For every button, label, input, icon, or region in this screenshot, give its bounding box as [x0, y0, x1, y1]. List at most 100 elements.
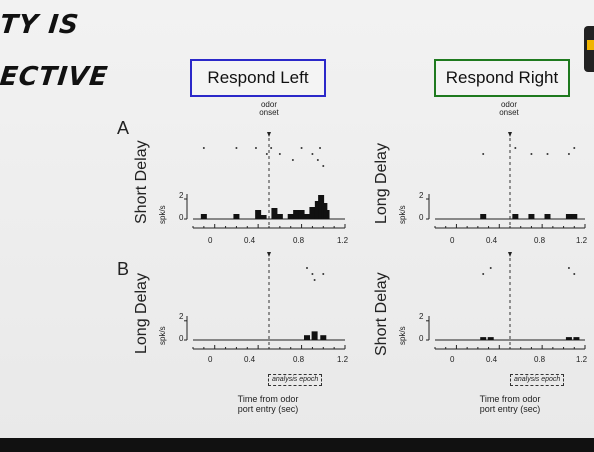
psth-bar	[528, 214, 535, 219]
xtick-a-right-2: 0.8	[534, 236, 546, 245]
raster-spike	[278, 153, 281, 155]
raster-spike	[573, 147, 576, 149]
raster-spike	[567, 153, 570, 155]
raster-spike	[530, 153, 533, 155]
xtick-a-left-2: 0.8	[293, 236, 305, 245]
raster-spike	[254, 147, 257, 149]
psth-bar	[320, 335, 327, 340]
raster-spike	[270, 147, 273, 149]
psth-bar	[571, 214, 578, 219]
xtick-b-right-0: 0	[450, 355, 455, 364]
analysis-epoch-right: analysis epoch	[510, 374, 565, 386]
raster-spike	[322, 273, 325, 275]
raster-spike	[235, 147, 238, 149]
psth-bar	[323, 210, 330, 219]
raster-spike	[482, 273, 485, 275]
psth-bar	[480, 214, 487, 219]
slide: TY IS ECTIVE Respond Left Respond Right …	[0, 0, 594, 438]
psth-plots	[184, 132, 586, 350]
corner-tab-icon	[584, 26, 594, 72]
psth-bar	[512, 214, 519, 219]
respond-left-box: Respond Left	[190, 59, 326, 97]
raster-spike	[300, 147, 303, 149]
raster-spike	[291, 159, 294, 161]
row-letter-b: B	[117, 259, 130, 279]
psth-bar	[309, 207, 316, 219]
xtick-b-right-2: 0.8	[534, 355, 546, 364]
ytick-2-a-left: 2	[179, 191, 184, 200]
psth-bar	[314, 201, 321, 219]
psth-bar	[487, 337, 494, 340]
ytick-2-a-right: 2	[419, 191, 424, 200]
psth-bar	[573, 337, 580, 340]
xtick-a-right-3: 1.2	[576, 236, 588, 245]
psth-bar	[287, 214, 294, 219]
xtick-b-left-3: 1.2	[337, 355, 349, 364]
odor-onset-arrow-icon	[267, 252, 271, 257]
odor-onset-label-right: odor onset	[489, 101, 529, 117]
x-axis-title-right: Time from odor port entry (sec)	[455, 394, 565, 414]
x-title-line2: port entry (sec)	[479, 404, 541, 414]
video-bottom-bar	[0, 438, 594, 452]
raster-spike	[322, 165, 325, 167]
psth-bar	[565, 337, 572, 340]
odor-onset-arrow-icon	[508, 252, 512, 257]
raster-spike	[489, 267, 492, 269]
raster-spike	[311, 153, 314, 155]
xtick-b-right-3: 1.2	[576, 355, 588, 364]
raster-spike	[319, 147, 322, 149]
odor-onset-label-left: odor onset	[249, 101, 289, 117]
odor-onset-word1: odor	[260, 100, 277, 109]
ytick-0-b-left: 0	[179, 334, 184, 343]
raster-spike	[313, 279, 316, 281]
raster-spike	[265, 153, 268, 155]
psth-bar	[293, 210, 300, 219]
raster-spike	[202, 147, 205, 149]
raster-spike	[311, 273, 314, 275]
xtick-a-right-0: 0	[450, 236, 455, 245]
psth-bar	[298, 210, 305, 219]
ytick-0-a-left: 0	[179, 213, 184, 222]
psth-bar	[233, 214, 240, 219]
psth-bar	[255, 210, 262, 219]
raster-spike	[316, 159, 319, 161]
odor-onset-word2: onset	[499, 108, 519, 117]
ytick-2-b-right: 2	[419, 312, 424, 321]
odor-onset-word2: onset	[259, 108, 279, 117]
x-title-line2: port entry (sec)	[237, 404, 299, 414]
xtick-b-right-1: 0.4	[486, 355, 498, 364]
psth-bar	[304, 214, 310, 219]
x-title-line1: Time from odor	[237, 394, 299, 404]
xtick-b-left-1: 0.4	[244, 355, 256, 364]
psth-bar	[311, 331, 318, 340]
respond-right-box: Respond Right	[434, 59, 570, 97]
psth-bar	[200, 214, 207, 219]
raster-spike	[306, 267, 308, 269]
xtick-a-left-3: 1.2	[337, 236, 349, 245]
xtick-a-left-0: 0	[208, 236, 213, 245]
psth-bar	[260, 215, 267, 219]
raster-spike	[482, 153, 485, 155]
psth-bar	[304, 335, 310, 340]
xtick-b-left-2: 0.8	[293, 355, 305, 364]
psth-bar	[276, 214, 283, 219]
ytick-0-b-right: 0	[419, 334, 424, 343]
raster-spike	[546, 153, 549, 155]
raster-spike	[567, 267, 570, 269]
odor-onset-arrow-icon	[267, 132, 271, 137]
xtick-a-left-1: 0.4	[244, 236, 256, 245]
row-letter-a: A	[117, 118, 130, 138]
odor-onset-arrow-icon	[508, 132, 512, 137]
ytick-0-a-right: 0	[419, 213, 424, 222]
psth-bar	[318, 195, 325, 219]
psth-bar	[565, 214, 572, 219]
raster-spike	[514, 147, 517, 149]
xtick-a-right-1: 0.4	[486, 236, 498, 245]
analysis-epoch-left: analysis epoch	[268, 374, 323, 386]
x-axis-title-left: Time from odor port entry (sec)	[213, 394, 323, 414]
raster-spike	[573, 273, 576, 275]
psth-bar	[271, 208, 278, 219]
psth-bar	[480, 337, 487, 340]
ytick-2-b-left: 2	[179, 312, 184, 321]
xtick-b-left-0: 0	[208, 355, 213, 364]
